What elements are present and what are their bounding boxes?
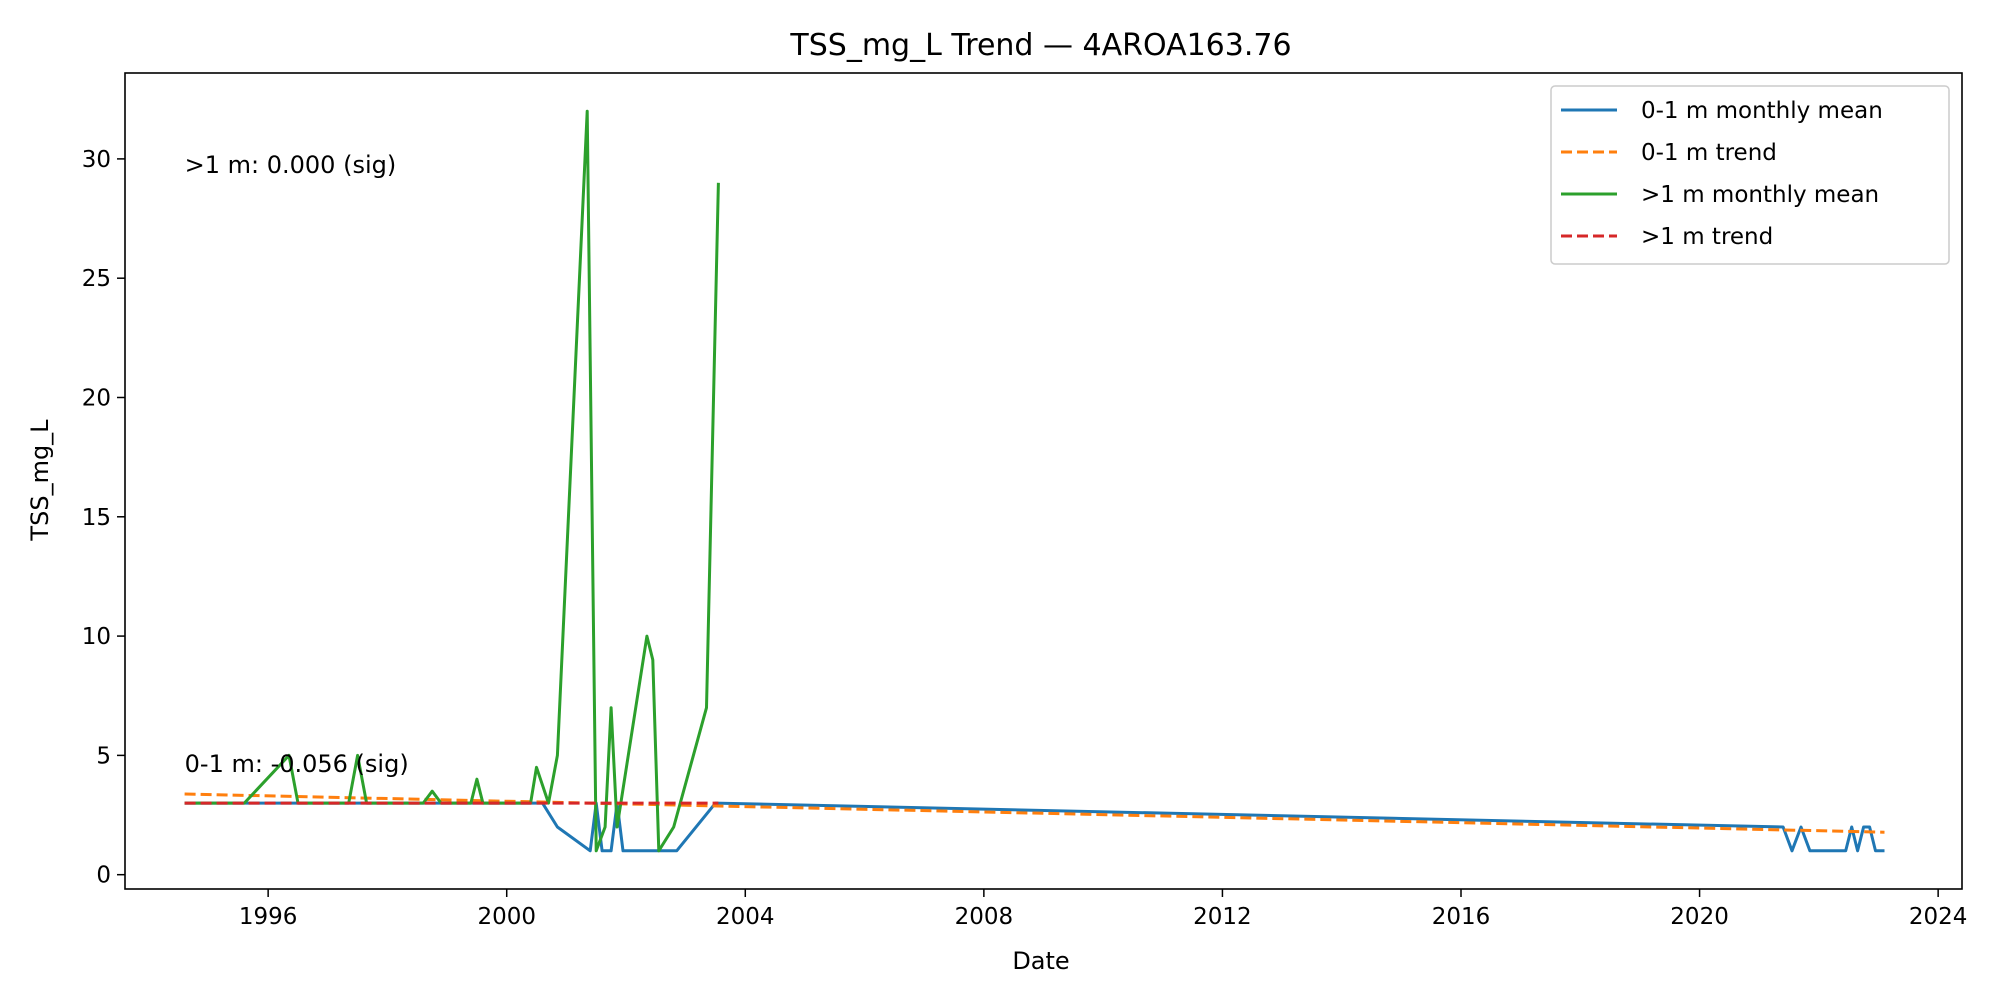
chart-title: TSS_mg_L Trend — 4AROA163.76 [789,28,1291,63]
series-line-1 [184,801,1885,853]
legend-label: 0-1 m trend [1641,140,1777,166]
y-tick-label: 0 [96,863,111,889]
annotations-layer: >1 m: 0.000 (sig) 0-1 m: -0.056 (sig) [185,151,409,778]
y-tick-label: 30 [82,147,111,173]
series-layer [184,109,1885,853]
y-axis-label: TSS_mg_L [26,419,54,542]
legend: 0-1 m monthly mean 0-1 m trend >1 m monthl… [1550,85,1950,265]
series-line-3 [184,109,720,853]
ticks-layer: 1996 2000 2004 2008 2012 2016 2020 2024 0 5 10 15 20… [82,147,1968,930]
x-axis-label: Date [1012,947,1069,975]
legend-label: >1 m monthly mean [1641,182,1879,208]
x-tick-label: 2012 [1193,904,1252,930]
x-tick-label: 2000 [477,904,536,930]
y-tick-label: 25 [82,266,111,292]
legend-label: 0-1 m monthly mean [1641,98,1883,124]
y-tick-label: 15 [82,505,111,531]
x-tick-label: 2016 [1432,904,1491,930]
x-tick-label: 1996 [239,904,298,930]
legend-box [1550,85,1950,265]
legend-label: >1 m trend [1641,224,1773,250]
x-tick-label: 2020 [1670,904,1729,930]
y-tick-label: 20 [82,385,111,411]
x-tick-label: 2008 [955,904,1014,930]
plot-frame [124,72,1963,890]
x-tick-label: 2024 [1909,904,1968,930]
y-tick-label: 10 [82,624,111,650]
x-tick-label: 2004 [716,904,775,930]
y-tick-label: 5 [96,743,111,769]
series-line-2 [184,792,1885,834]
annotation-2: 0-1 m: -0.056 (sig) [185,750,409,778]
annotation-1: >1 m: 0.000 (sig) [185,151,397,179]
